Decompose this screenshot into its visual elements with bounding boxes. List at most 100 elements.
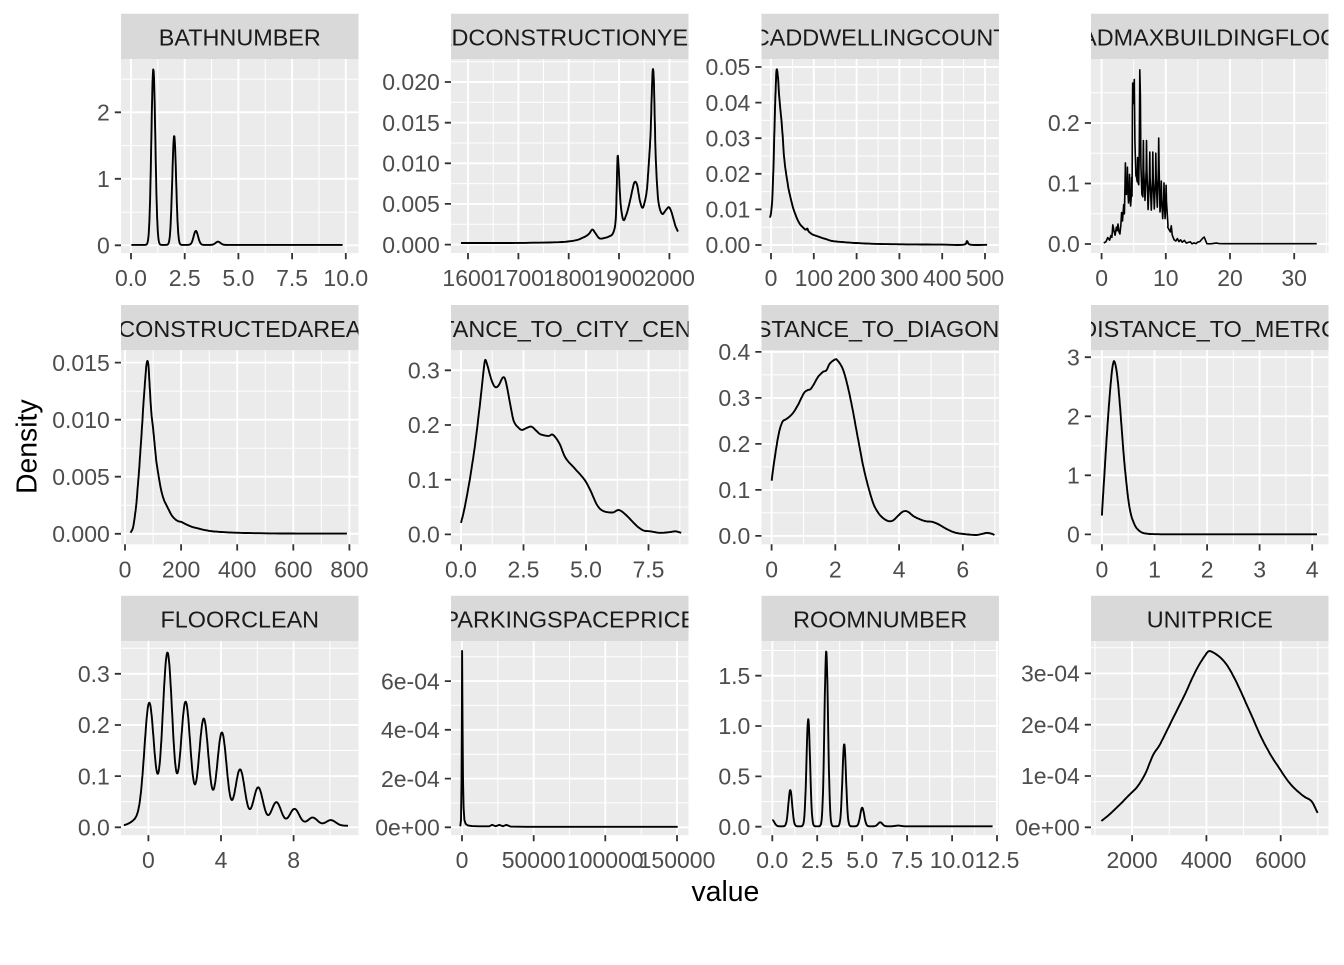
svg-text:0.02: 0.02	[706, 161, 751, 187]
svg-text:1600: 1600	[442, 265, 493, 291]
svg-text:1: 1	[1148, 556, 1161, 582]
svg-text:2: 2	[97, 100, 110, 126]
svg-text:0.3: 0.3	[718, 385, 750, 411]
svg-text:10.0: 10.0	[930, 847, 975, 873]
svg-text:0.00: 0.00	[706, 232, 751, 258]
svg-text:ROOMNUMBER: ROOMNUMBER	[793, 607, 967, 633]
svg-text:4: 4	[215, 847, 228, 873]
svg-text:5.0: 5.0	[846, 847, 878, 873]
svg-text:7.5: 7.5	[276, 265, 308, 291]
svg-text:50000: 50000	[502, 847, 566, 873]
svg-text:BATHNUMBER: BATHNUMBER	[159, 25, 321, 51]
svg-text:0.2: 0.2	[1048, 110, 1080, 136]
svg-text:1.0: 1.0	[718, 713, 750, 739]
svg-text:1900: 1900	[593, 265, 644, 291]
svg-text:2e-04: 2e-04	[381, 766, 440, 792]
svg-text:0: 0	[765, 556, 778, 582]
svg-text:Density: Density	[12, 399, 44, 494]
svg-text:0: 0	[1067, 522, 1080, 548]
svg-text:10: 10	[1153, 265, 1179, 291]
svg-text:0.1: 0.1	[718, 477, 750, 503]
svg-text:CADMAXBUILDINGFLOOR: CADMAXBUILDINGFLOOR	[1064, 25, 1344, 51]
svg-text:1e-04: 1e-04	[1021, 763, 1080, 789]
svg-text:100: 100	[795, 265, 833, 291]
svg-text:5.0: 5.0	[222, 265, 254, 291]
svg-text:0.015: 0.015	[382, 110, 440, 136]
svg-text:4: 4	[893, 556, 906, 582]
svg-text:0.005: 0.005	[382, 191, 440, 217]
svg-text:3: 3	[1253, 556, 1266, 582]
svg-text:0.1: 0.1	[408, 467, 440, 493]
svg-text:0.1: 0.1	[1048, 171, 1080, 197]
svg-text:1800: 1800	[543, 265, 594, 291]
svg-text:2000: 2000	[1107, 847, 1158, 873]
svg-text:0.0: 0.0	[1048, 231, 1080, 257]
svg-text:DISTANCE_TO_CITY_CENTER: DISTANCE_TO_CITY_CENTER	[401, 316, 738, 342]
svg-text:400: 400	[923, 265, 961, 291]
svg-text:0.0: 0.0	[78, 815, 110, 841]
svg-text:CONSTRUCTEDAREA: CONSTRUCTEDAREA	[118, 316, 361, 342]
svg-text:2: 2	[1201, 556, 1214, 582]
svg-text:PARKINGSPACEPRICE: PARKINGSPACEPRICE	[444, 607, 697, 633]
svg-text:6000: 6000	[1255, 847, 1306, 873]
svg-text:0.05: 0.05	[706, 54, 751, 80]
svg-text:0e+00: 0e+00	[1015, 815, 1080, 841]
svg-text:1.5: 1.5	[718, 663, 750, 689]
svg-text:500: 500	[966, 265, 1004, 291]
svg-text:0: 0	[97, 233, 110, 259]
svg-text:0.015: 0.015	[52, 350, 110, 376]
svg-text:0: 0	[456, 847, 469, 873]
svg-text:0.0: 0.0	[756, 847, 788, 873]
svg-text:0.0: 0.0	[718, 523, 750, 549]
svg-text:0.3: 0.3	[78, 661, 110, 687]
svg-text:0.010: 0.010	[382, 151, 440, 177]
svg-text:0.04: 0.04	[706, 90, 751, 116]
svg-text:0.010: 0.010	[52, 407, 110, 433]
svg-text:600: 600	[274, 556, 312, 582]
svg-text:0: 0	[1095, 265, 1108, 291]
svg-text:12.5: 12.5	[975, 847, 1020, 873]
svg-text:2: 2	[829, 556, 842, 582]
svg-text:3: 3	[1067, 344, 1080, 370]
svg-text:2.5: 2.5	[801, 847, 833, 873]
svg-text:7.5: 7.5	[633, 556, 665, 582]
svg-text:0.3: 0.3	[408, 358, 440, 384]
svg-text:value: value	[691, 876, 759, 908]
svg-text:0.03: 0.03	[706, 125, 751, 151]
svg-text:4e-04: 4e-04	[381, 717, 440, 743]
svg-text:0.2: 0.2	[718, 431, 750, 457]
svg-text:0.000: 0.000	[382, 232, 440, 258]
svg-text:5.0: 5.0	[570, 556, 602, 582]
svg-text:0: 0	[119, 556, 132, 582]
svg-text:10.0: 10.0	[323, 265, 368, 291]
svg-text:2: 2	[1067, 404, 1080, 430]
svg-text:400: 400	[218, 556, 256, 582]
svg-text:4: 4	[1306, 556, 1319, 582]
svg-text:4000: 4000	[1181, 847, 1232, 873]
svg-text:CADDWELLINGCOUNT: CADDWELLINGCOUNT	[753, 25, 1008, 51]
svg-text:800: 800	[330, 556, 368, 582]
svg-text:0.01: 0.01	[706, 197, 751, 223]
svg-text:0: 0	[1096, 556, 1109, 582]
svg-text:6: 6	[956, 556, 969, 582]
svg-text:1: 1	[1067, 463, 1080, 489]
svg-text:FLOORCLEAN: FLOORCLEAN	[161, 607, 320, 633]
svg-text:0: 0	[142, 847, 155, 873]
svg-text:2.5: 2.5	[169, 265, 201, 291]
svg-text:1700: 1700	[493, 265, 544, 291]
svg-text:150000: 150000	[639, 847, 716, 873]
svg-text:30: 30	[1281, 265, 1307, 291]
svg-text:2e-04: 2e-04	[1021, 712, 1080, 738]
svg-text:6e-04: 6e-04	[381, 668, 440, 694]
svg-text:0e+00: 0e+00	[375, 815, 440, 841]
svg-text:20: 20	[1217, 265, 1243, 291]
svg-text:2.5: 2.5	[508, 556, 540, 582]
svg-text:7.5: 7.5	[891, 847, 923, 873]
svg-text:0.4: 0.4	[718, 339, 750, 365]
svg-text:300: 300	[880, 265, 918, 291]
svg-text:200: 200	[162, 556, 200, 582]
svg-text:UNITPRICE: UNITPRICE	[1147, 607, 1273, 633]
svg-text:0.1: 0.1	[78, 763, 110, 789]
svg-text:8: 8	[287, 847, 300, 873]
svg-text:200: 200	[837, 265, 875, 291]
